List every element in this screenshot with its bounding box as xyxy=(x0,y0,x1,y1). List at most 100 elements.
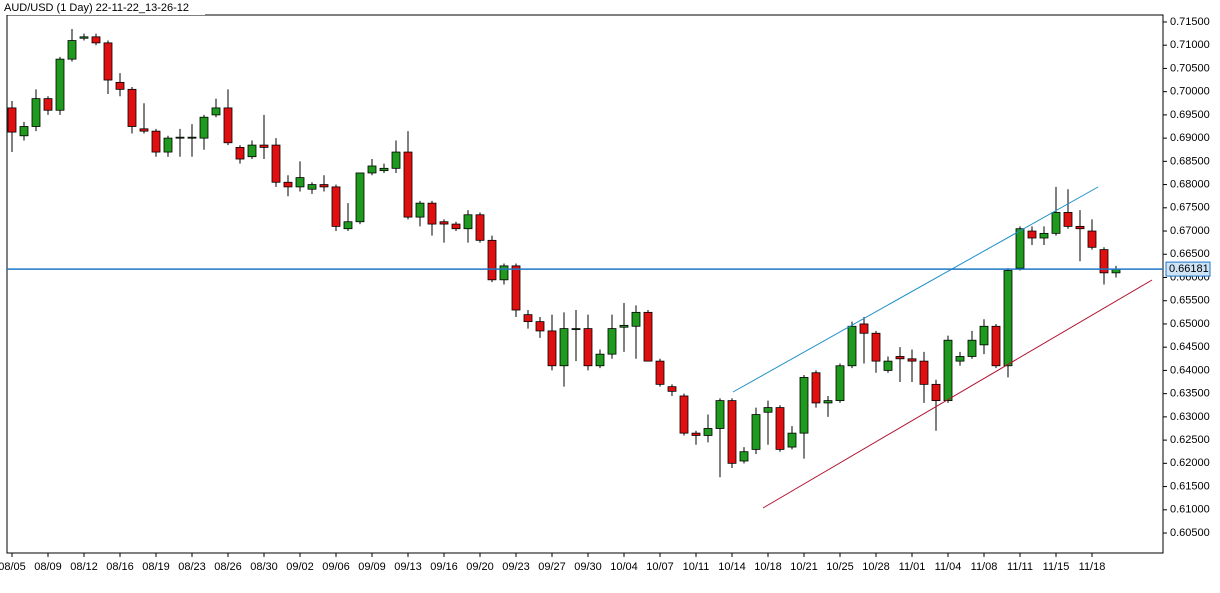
candle-body xyxy=(367,165,377,174)
candle-body xyxy=(787,432,797,448)
candle-body xyxy=(991,325,1001,367)
candle-body xyxy=(511,265,521,311)
x-tick-label: 08/19 xyxy=(142,561,170,573)
y-tick-label: 0.69500 xyxy=(1170,109,1210,121)
channel-upper xyxy=(732,186,1099,393)
candle-body xyxy=(247,144,257,158)
candle-body xyxy=(355,172,365,223)
x-tick-label: 10/14 xyxy=(718,561,746,573)
x-tick-label: 10/07 xyxy=(646,561,674,573)
candle-body xyxy=(175,136,185,139)
candle-body xyxy=(319,184,329,188)
candle-body xyxy=(331,186,341,227)
y-tick-label: 0.68500 xyxy=(1170,155,1210,167)
candle-body xyxy=(1027,230,1037,239)
candle-body xyxy=(967,339,977,357)
candle-body xyxy=(739,451,749,462)
candle-body xyxy=(1051,212,1061,234)
x-tick-label: 09/09 xyxy=(358,561,386,573)
candle-body xyxy=(127,88,137,127)
candle-body xyxy=(919,360,929,385)
x-tick-label: 08/12 xyxy=(70,561,98,573)
y-tick-label: 0.65500 xyxy=(1170,295,1210,307)
candle-body xyxy=(223,107,233,144)
x-tick-label: 09/13 xyxy=(394,561,422,573)
x-tick-label: 08/26 xyxy=(214,561,242,573)
x-tick-label: 11/01 xyxy=(899,561,926,573)
candle-body xyxy=(1039,232,1049,239)
candle-body xyxy=(643,311,653,362)
plot-frame xyxy=(6,14,1164,554)
current-price-box xyxy=(1165,261,1211,277)
candle-body xyxy=(595,353,605,367)
candle-body xyxy=(307,184,317,190)
candle-body xyxy=(271,144,281,183)
candle-body xyxy=(91,36,101,44)
candle-body xyxy=(895,356,905,360)
candle-body xyxy=(943,339,953,402)
current-price-label: 0.66181 xyxy=(1169,263,1209,275)
candle-body xyxy=(439,221,449,225)
y-tick-label: 0.60500 xyxy=(1170,527,1210,539)
x-tick-label: 09/20 xyxy=(466,561,494,573)
candle-body xyxy=(691,432,701,436)
candle-body xyxy=(295,177,305,188)
y-tick-label: 0.64000 xyxy=(1170,364,1210,376)
candle-body xyxy=(823,400,833,404)
candle-body xyxy=(343,221,353,230)
candle-body xyxy=(847,325,857,367)
y-tick-label: 0.65000 xyxy=(1170,318,1210,330)
x-tick-label: 08/16 xyxy=(106,561,134,573)
x-tick-label: 10/21 xyxy=(790,561,818,573)
candle-body xyxy=(79,36,89,39)
candle-body xyxy=(1063,212,1073,227)
x-tick-label: 10/18 xyxy=(754,561,782,573)
candle-body xyxy=(619,324,629,328)
candle-body xyxy=(931,383,941,402)
candle-body xyxy=(67,40,77,60)
candle-body xyxy=(559,328,569,367)
candle-body xyxy=(571,328,581,331)
y-tick-label: 0.63500 xyxy=(1170,388,1210,400)
y-tick-label: 0.70000 xyxy=(1170,86,1210,98)
candle-body xyxy=(607,328,617,355)
x-tick-label: 10/28 xyxy=(862,561,890,573)
y-tick-label: 0.64500 xyxy=(1170,341,1210,353)
y-tick-label: 0.71500 xyxy=(1170,16,1210,28)
candle-body xyxy=(487,239,497,281)
x-tick-label: 10/04 xyxy=(610,561,638,573)
x-tick-label: 08/23 xyxy=(178,561,206,573)
candle-body xyxy=(535,321,545,332)
candle-body xyxy=(979,325,989,346)
candle-body xyxy=(583,328,593,367)
candle-body xyxy=(139,128,149,132)
candle-body xyxy=(1075,225,1085,230)
candle-body xyxy=(55,58,65,111)
x-tick-label: 11/18 xyxy=(1079,561,1106,573)
candle-body xyxy=(703,428,713,436)
candle-body xyxy=(211,107,221,116)
candle-body xyxy=(799,376,809,434)
x-tick-label: 09/27 xyxy=(538,561,566,573)
candle-body xyxy=(1015,228,1025,269)
y-tick-label: 0.70500 xyxy=(1170,62,1210,74)
candle-body xyxy=(391,151,401,169)
candle-body xyxy=(451,223,461,230)
x-tick-label: 09/02 xyxy=(286,561,314,573)
candle-body xyxy=(667,386,677,392)
x-tick-label: 09/23 xyxy=(502,561,530,573)
x-tick-label: 08/30 xyxy=(250,561,278,573)
x-tick-label: 09/16 xyxy=(430,561,458,573)
candle-body xyxy=(415,202,425,218)
candle-body xyxy=(523,314,533,323)
candle-body xyxy=(1003,270,1013,367)
candle-body xyxy=(403,151,413,218)
candle-body xyxy=(1087,230,1097,248)
candle-body xyxy=(1099,249,1109,274)
candle-body xyxy=(31,98,41,127)
x-tick-label: 10/25 xyxy=(826,561,854,573)
y-tick-label: 0.67000 xyxy=(1170,225,1210,237)
candle-body xyxy=(103,42,113,81)
y-tick-label: 0.67500 xyxy=(1170,202,1210,214)
